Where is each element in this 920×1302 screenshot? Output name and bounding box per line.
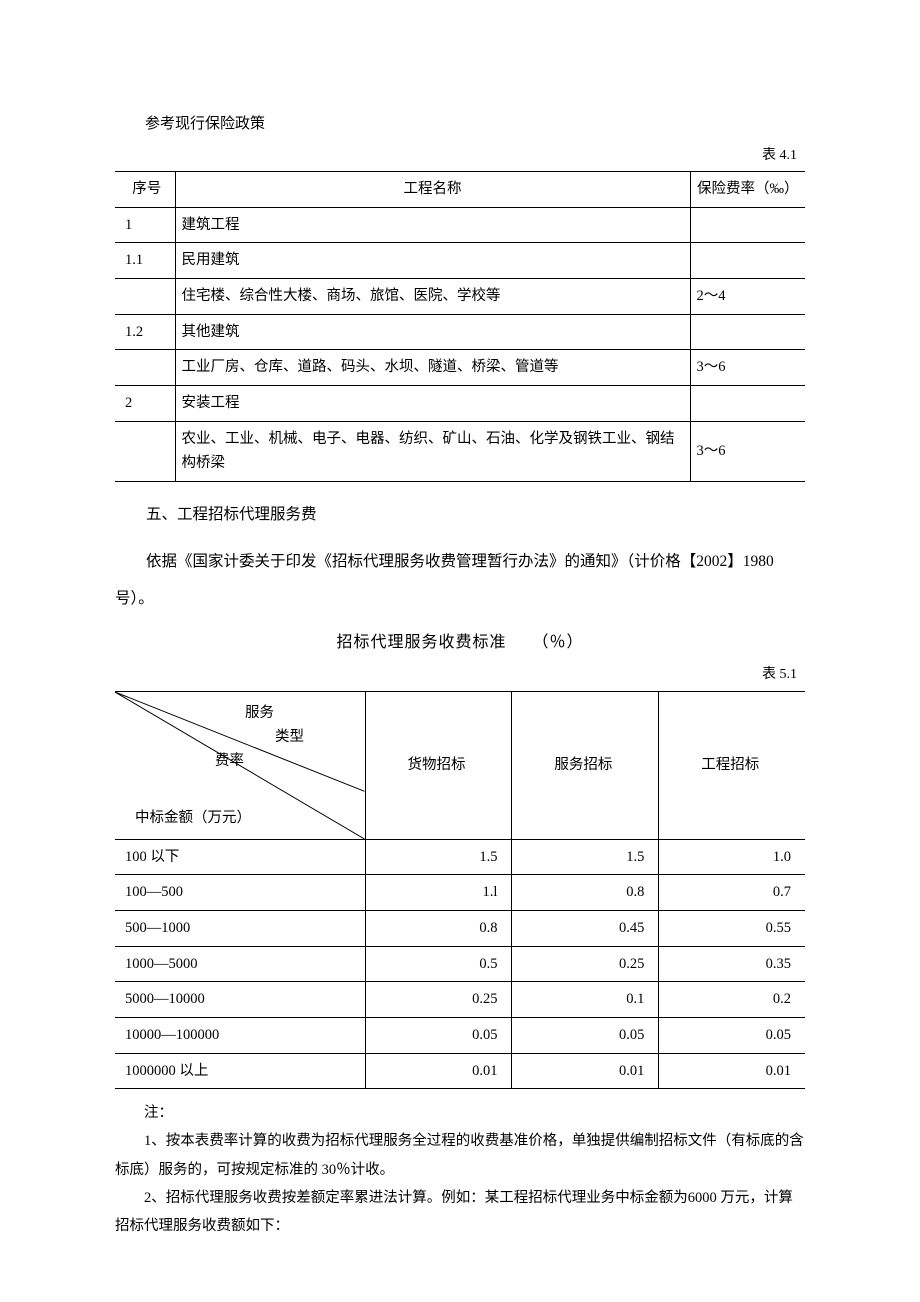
table41-label: 表 4.1 bbox=[115, 143, 805, 170]
cell: 2 bbox=[115, 385, 175, 421]
cell: 5000—10000 bbox=[115, 982, 365, 1018]
table51-label: 表 5.1 bbox=[115, 662, 805, 689]
cell: 3～6 bbox=[690, 350, 805, 386]
cell bbox=[690, 207, 805, 243]
table-row: 1建筑工程 bbox=[115, 207, 805, 243]
cell: 1000000 以上 bbox=[115, 1053, 365, 1089]
col-name: 工程名称 bbox=[175, 172, 690, 208]
table-row: 农业、工业、机械、电子、电器、纺织、矿山、石油、化学及钢铁工业、钢结构桥梁3～6 bbox=[115, 421, 805, 481]
cell: 0.2 bbox=[659, 982, 805, 1018]
cell: 500—1000 bbox=[115, 910, 365, 946]
table-row: 5000—100000.250.10.2 bbox=[115, 982, 805, 1018]
cell: 0.45 bbox=[512, 910, 659, 946]
cell: 0.05 bbox=[659, 1017, 805, 1053]
col-service: 服务招标 bbox=[512, 691, 659, 839]
intro-text: 参考现行保险政策 bbox=[115, 110, 805, 139]
diag-top: 服务 bbox=[245, 702, 274, 725]
diag-left: 费率 bbox=[215, 750, 244, 773]
section5-body: 依据《国家计委关于印发《招标代理服务收费管理暂行办法》的通知》（计价格【2002… bbox=[115, 543, 805, 617]
col-rate: 保险费率（‰） bbox=[690, 172, 805, 208]
cell: 3～6 bbox=[690, 421, 805, 481]
cell: 0.25 bbox=[512, 946, 659, 982]
table-51: 服务 类型 费率 中标金额（万元） 货物招标 服务招标 工程招标 100 以下1… bbox=[115, 691, 805, 1089]
table-row: 1.2其他建筑 bbox=[115, 314, 805, 350]
cell: 0.05 bbox=[365, 1017, 512, 1053]
cell: 0.5 bbox=[365, 946, 512, 982]
cell: 1.1 bbox=[115, 243, 175, 279]
table-row: 1000000 以上0.010.010.01 bbox=[115, 1053, 805, 1089]
col-project: 工程招标 bbox=[659, 691, 805, 839]
cell: 0.01 bbox=[365, 1053, 512, 1089]
cell bbox=[115, 421, 175, 481]
diagonal-header: 服务 类型 费率 中标金额（万元） bbox=[115, 691, 365, 839]
cell: 0.55 bbox=[659, 910, 805, 946]
cell: 0.01 bbox=[512, 1053, 659, 1089]
col-seq: 序号 bbox=[115, 172, 175, 208]
cell: 0.01 bbox=[659, 1053, 805, 1089]
cell: 1.0 bbox=[659, 839, 805, 875]
table-header-row: 服务 类型 费率 中标金额（万元） 货物招标 服务招标 工程招标 bbox=[115, 691, 805, 839]
cell bbox=[690, 314, 805, 350]
table-row: 100 以下1.51.51.0 bbox=[115, 839, 805, 875]
section5-heading: 五、工程招标代理服务费 bbox=[115, 500, 805, 529]
cell: 2～4 bbox=[690, 279, 805, 315]
cell: 1.2 bbox=[115, 314, 175, 350]
cell: 1.5 bbox=[365, 839, 512, 875]
table-row: 住宅楼、综合性大楼、商场、旅馆、医院、学校等2～4 bbox=[115, 279, 805, 315]
table-41: 序号 工程名称 保险费率（‰） 1建筑工程 1.1民用建筑 住宅楼、综合性大楼、… bbox=[115, 171, 805, 482]
cell bbox=[115, 350, 175, 386]
cell bbox=[690, 243, 805, 279]
table-row: 500—10000.80.450.55 bbox=[115, 910, 805, 946]
note-2: 2、招标代理服务收费按差额定率累进法计算。例如：某工程招标代理业务中标金额为60… bbox=[115, 1184, 805, 1241]
cell: 1000—5000 bbox=[115, 946, 365, 982]
cell: 民用建筑 bbox=[175, 243, 690, 279]
cell: 0.8 bbox=[512, 875, 659, 911]
table-header-row: 序号 工程名称 保险费率（‰） bbox=[115, 172, 805, 208]
cell: 0.05 bbox=[512, 1017, 659, 1053]
cell: 0.1 bbox=[512, 982, 659, 1018]
cell: 工业厂房、仓库、道路、码头、水坝、隧道、桥梁、管道等 bbox=[175, 350, 690, 386]
cell: 100 以下 bbox=[115, 839, 365, 875]
cell: 1.5 bbox=[512, 839, 659, 875]
table51-title: 招标代理服务收费标准 （％） bbox=[115, 628, 805, 658]
table-row: 工业厂房、仓库、道路、码头、水坝、隧道、桥梁、管道等3～6 bbox=[115, 350, 805, 386]
cell: 100—500 bbox=[115, 875, 365, 911]
cell: 0.25 bbox=[365, 982, 512, 1018]
cell bbox=[115, 279, 175, 315]
cell: 农业、工业、机械、电子、电器、纺织、矿山、石油、化学及钢铁工业、钢结构桥梁 bbox=[175, 421, 690, 481]
diag-bottom: 中标金额（万元） bbox=[135, 807, 251, 830]
cell: 1 bbox=[115, 207, 175, 243]
cell: 建筑工程 bbox=[175, 207, 690, 243]
cell: 0.7 bbox=[659, 875, 805, 911]
cell: 安装工程 bbox=[175, 385, 690, 421]
table-row: 100—5001.l0.80.7 bbox=[115, 875, 805, 911]
table-row: 1.1民用建筑 bbox=[115, 243, 805, 279]
diag-mid: 类型 bbox=[275, 726, 304, 749]
notes: 注： 1、按本表费率计算的收费为招标代理服务全过程的收费基准价格，单独提供编制招… bbox=[115, 1099, 805, 1240]
table-row: 1000—50000.50.250.35 bbox=[115, 946, 805, 982]
cell: 0.8 bbox=[365, 910, 512, 946]
cell bbox=[690, 385, 805, 421]
notes-lead: 注： bbox=[115, 1099, 805, 1127]
col-goods: 货物招标 bbox=[365, 691, 512, 839]
table-row: 2安装工程 bbox=[115, 385, 805, 421]
cell: 其他建筑 bbox=[175, 314, 690, 350]
cell: 0.35 bbox=[659, 946, 805, 982]
table-row: 10000—1000000.050.050.05 bbox=[115, 1017, 805, 1053]
cell: 1.l bbox=[365, 875, 512, 911]
cell: 住宅楼、综合性大楼、商场、旅馆、医院、学校等 bbox=[175, 279, 690, 315]
cell: 10000—100000 bbox=[115, 1017, 365, 1053]
note-1: 1、按本表费率计算的收费为招标代理服务全过程的收费基准价格，单独提供编制招标文件… bbox=[115, 1127, 805, 1184]
